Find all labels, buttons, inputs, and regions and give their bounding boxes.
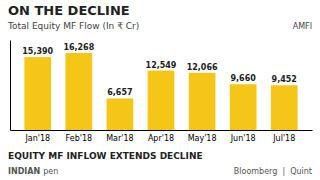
x-axis: Jan'18 Feb'18 Mar'18 Apr'18 May'18 Jun'18 Jul'… <box>11 131 313 143</box>
annotation: Bloomberg | Quint <box>234 167 312 176</box>
x-tick-label: Apr'18 <box>148 134 174 143</box>
x-tick-label: May'18 <box>188 134 217 143</box>
x-tick-label: Feb'18 <box>66 134 93 143</box>
subtitle: Total Equity MF Flow (In ₹ Cr) <box>7 21 139 31</box>
data-label: 9,452 <box>272 75 297 84</box>
x-tick-label: Jul'18 <box>272 134 295 143</box>
x-tick: May'18 <box>188 134 217 143</box>
data-label: 9,660 <box>231 74 257 83</box>
plot: Jan'18 Feb'18 Mar'18 Apr'18 May'18 Jun'18 Jul'… <box>11 41 313 143</box>
chart-container: ON THE DECLINE Total Equity MF Flow (In ₹… <box>0 0 320 180</box>
data-label: 12,066 <box>187 63 218 72</box>
bars <box>24 53 297 130</box>
bar <box>24 57 51 130</box>
bar <box>148 71 175 130</box>
bar <box>107 98 134 130</box>
data-label: 16,268 <box>63 43 94 52</box>
x-tick-label: Jan'18 <box>24 134 50 143</box>
bar <box>271 85 298 130</box>
y-axis <box>10 41 11 131</box>
x-tick-label: Jun'18 <box>230 134 256 143</box>
x-tick: Feb'18 <box>66 134 93 143</box>
x-tick: Apr'18 <box>148 134 174 143</box>
x-tick: Mar'18 <box>106 134 133 143</box>
bar <box>230 84 257 130</box>
bar <box>65 53 92 130</box>
data-label: 6,657 <box>107 88 132 97</box>
annotation: AMFI <box>293 22 312 31</box>
x-tick: Jan'18 <box>24 134 50 143</box>
annotation: pen <box>43 167 58 176</box>
chart-svg: ON THE DECLINE Total Equity MF Flow (In ₹… <box>0 0 320 180</box>
x-tick-label: Mar'18 <box>106 134 133 143</box>
annotation: INDIAN <box>8 167 40 176</box>
data-label: 15,390 <box>22 47 53 56</box>
data-label: 12,549 <box>146 61 177 70</box>
data-labels: 15,390 16,268 6,657 12,549 12,066 9,660 9,452 <box>22 43 297 98</box>
title: ON THE DECLINE <box>8 3 130 18</box>
x-tick: Jun'18 <box>230 134 256 143</box>
y-axis-line <box>10 41 11 131</box>
annotation: EQUITY MF INFLOW EXTENDS DECLINE <box>8 151 203 161</box>
bar <box>189 73 216 130</box>
x-tick: Jul'18 <box>272 134 295 143</box>
x-axis-line <box>11 130 313 131</box>
